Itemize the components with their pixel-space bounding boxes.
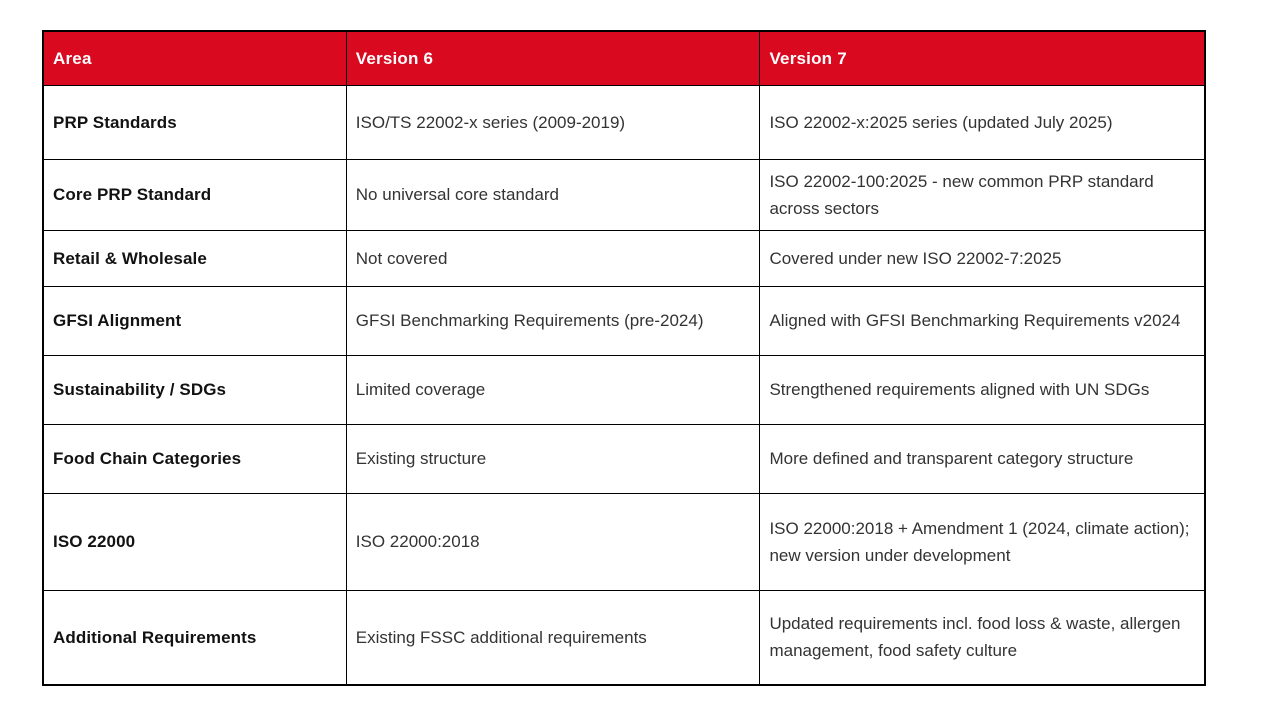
- row-area-label: Core PRP Standard: [42, 158, 347, 231]
- row-version7-value: ISO 22002-x:2025 series (updated July 20…: [759, 84, 1206, 160]
- comparison-table-container: Area Version 6 Version 7 PRP Standards I…: [42, 30, 1206, 686]
- row-version6-value: ISO 22000:2018: [345, 492, 761, 591]
- header-cell-area: Area: [42, 30, 347, 86]
- row-version6-value: No universal core standard: [345, 158, 761, 231]
- row-version7-value: Aligned with GFSI Benchmarking Requireme…: [759, 285, 1206, 356]
- row-version7-value: Strengthened requirements aligned with U…: [759, 354, 1206, 425]
- table-header: Area Version 6 Version 7: [42, 30, 1206, 86]
- table-row: Additional Requirements Existing FSSC ad…: [42, 589, 1206, 686]
- row-version6-value: Existing FSSC additional requirements: [345, 589, 761, 686]
- table-body: PRP Standards ISO/TS 22002-x series (200…: [42, 84, 1206, 686]
- table-row: Core PRP Standard No universal core stan…: [42, 158, 1206, 231]
- row-version6-value: Not covered: [345, 229, 761, 287]
- row-version7-value: Updated requirements incl. food loss & w…: [759, 589, 1206, 686]
- row-area-label: Retail & Wholesale: [42, 229, 347, 287]
- row-area-label: PRP Standards: [42, 84, 347, 160]
- row-area-label: Additional Requirements: [42, 589, 347, 686]
- table-row: Retail & Wholesale Not covered Covered u…: [42, 229, 1206, 287]
- row-version6-value: ISO/TS 22002-x series (2009-2019): [345, 84, 761, 160]
- row-version6-value: Existing structure: [345, 423, 761, 494]
- row-area-label: Food Chain Categories: [42, 423, 347, 494]
- table-row: ISO 22000 ISO 22000:2018 ISO 22000:2018 …: [42, 492, 1206, 591]
- header-cell-version6: Version 6: [345, 30, 761, 86]
- row-area-label: GFSI Alignment: [42, 285, 347, 356]
- row-version7-value: Covered under new ISO 22002-7:2025: [759, 229, 1206, 287]
- row-area-label: ISO 22000: [42, 492, 347, 591]
- table-row: Sustainability / SDGs Limited coverage S…: [42, 354, 1206, 425]
- table-row: PRP Standards ISO/TS 22002-x series (200…: [42, 84, 1206, 160]
- row-version6-value: GFSI Benchmarking Requirements (pre-2024…: [345, 285, 761, 356]
- row-version6-value: Limited coverage: [345, 354, 761, 425]
- table-row: GFSI Alignment GFSI Benchmarking Require…: [42, 285, 1206, 356]
- version-comparison-table: Area Version 6 Version 7 PRP Standards I…: [42, 30, 1206, 686]
- header-cell-version7: Version 7: [759, 30, 1206, 86]
- row-version7-value: More defined and transparent category st…: [759, 423, 1206, 494]
- row-version7-value: ISO 22000:2018 + Amendment 1 (2024, clim…: [759, 492, 1206, 591]
- header-row: Area Version 6 Version 7: [42, 30, 1206, 86]
- table-row: Food Chain Categories Existing structure…: [42, 423, 1206, 494]
- row-version7-value: ISO 22002-100:2025 - new common PRP stan…: [759, 158, 1206, 231]
- row-area-label: Sustainability / SDGs: [42, 354, 347, 425]
